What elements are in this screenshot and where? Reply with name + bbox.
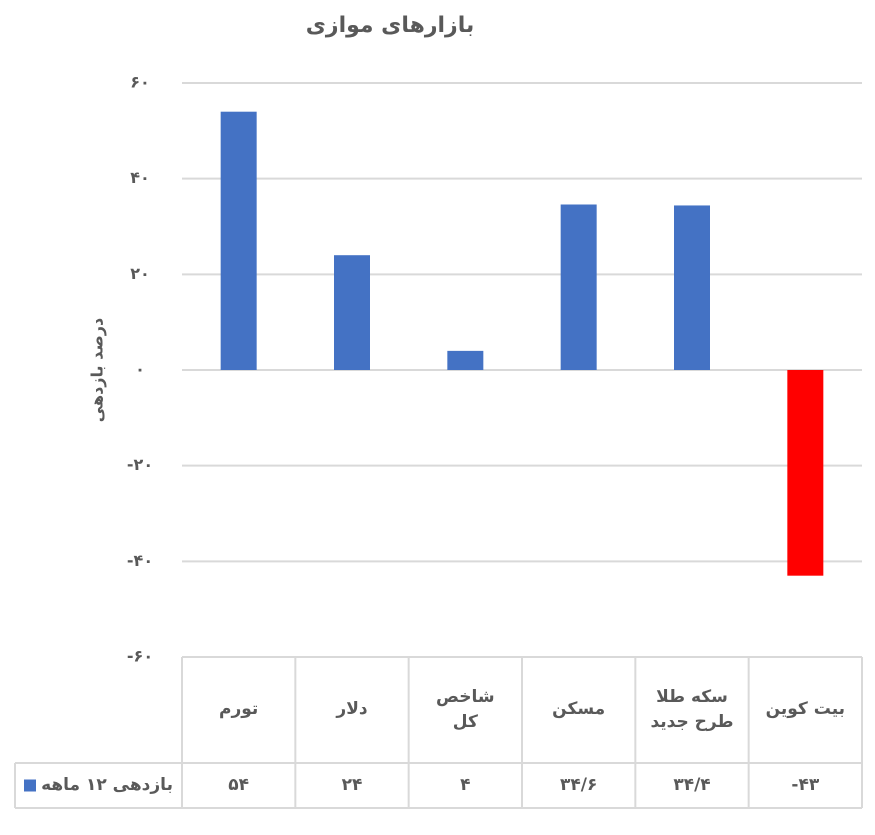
bar bbox=[674, 205, 710, 370]
bar bbox=[787, 370, 824, 576]
category-label: مسکن bbox=[552, 699, 606, 720]
legend-swatch bbox=[24, 779, 36, 792]
category-label: تورم bbox=[219, 699, 259, 720]
y-tick-label: ۶۰ bbox=[130, 73, 150, 92]
category-label: دلار bbox=[336, 699, 368, 720]
y-tick-label: -۲۰ bbox=[127, 455, 153, 474]
category-label: شاخص کل bbox=[436, 686, 495, 733]
y-axis-title: درصد بازدهی bbox=[88, 318, 107, 422]
chart-title: بازارهای موازی bbox=[306, 13, 475, 38]
y-tick-label: -۶۰ bbox=[127, 647, 153, 666]
y-tick-label: ۲۰ bbox=[130, 264, 150, 283]
bar bbox=[334, 255, 370, 370]
y-tick-label: -۴۰ bbox=[127, 551, 153, 570]
value-label: ۵۴ bbox=[228, 774, 250, 795]
y-tick-label: ۰ bbox=[135, 360, 145, 379]
bar bbox=[447, 350, 484, 370]
value-label: ۴ bbox=[460, 774, 471, 795]
value-label: ۲۴ bbox=[341, 774, 363, 795]
bar bbox=[560, 204, 597, 370]
value-label: ۳۴/۶ bbox=[559, 774, 598, 795]
value-label: -۴۳ bbox=[791, 774, 820, 795]
category-label: سکه طلا طرح جدید bbox=[650, 686, 734, 733]
category-label: بیت کوین bbox=[765, 699, 846, 720]
y-tick-label: ۴۰ bbox=[130, 168, 150, 187]
value-label: ۳۴/۴ bbox=[673, 774, 711, 795]
legend-label: بازدهی ۱۲ ماهه bbox=[41, 774, 173, 795]
bar bbox=[220, 111, 257, 370]
